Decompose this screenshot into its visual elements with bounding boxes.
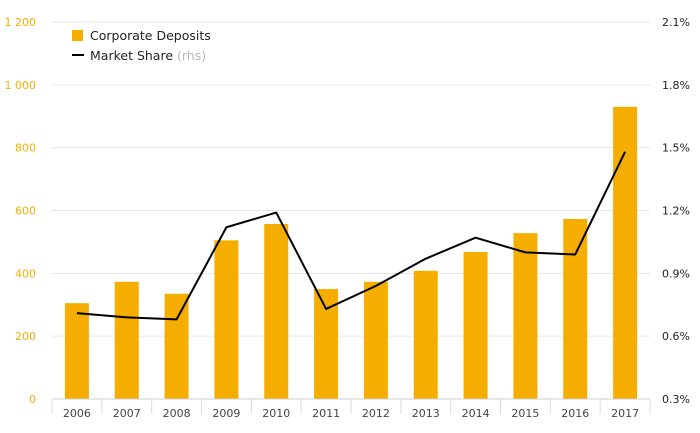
y-right-tick-label: 0.9%: [662, 267, 690, 280]
y-right-tick-label: 1.8%: [662, 79, 690, 92]
legend-swatch-corporate-deposits: [72, 30, 83, 41]
y-left-tick-label: 1 000: [5, 79, 37, 92]
y-left-tick-label: 0: [29, 393, 36, 406]
bar: [214, 240, 239, 399]
x-tick-label: 2008: [163, 407, 191, 420]
x-tick-label: 2012: [362, 407, 390, 420]
bar: [264, 224, 289, 399]
line-series: [76, 151, 626, 321]
gridlines: [52, 21, 650, 400]
bar: [164, 293, 189, 399]
y-right-tick-label: 1.5%: [662, 142, 690, 155]
y-left-tick-label: 400: [15, 267, 36, 280]
left-axis: 0 200 400 600 800 1 000 1 200: [5, 16, 37, 406]
bar: [363, 281, 388, 399]
x-tick-label: 2013: [412, 407, 440, 420]
y-left-tick-label: 800: [15, 142, 36, 155]
y-left-tick-label: 1 200: [5, 16, 37, 29]
x-tick-label: 2007: [113, 407, 141, 420]
y-right-tick-label: 2.1%: [662, 16, 690, 29]
legend-label-corporate-deposits: Corporate Deposits: [90, 28, 211, 43]
x-tick-label: 2015: [511, 407, 539, 420]
legend-label-market-share: Market Share (rhs): [90, 48, 206, 63]
x-tick-label: 2009: [212, 407, 240, 420]
bar: [613, 106, 638, 399]
x-tick-label: 2011: [312, 407, 340, 420]
bar: [64, 303, 89, 399]
x-axis: 2006 2007 2008 2009 2010 2011 2012 2013 2014 2015…: [51, 398, 651, 420]
market-share-line: [76, 151, 626, 321]
x-tick-label: 2010: [262, 407, 290, 420]
bar: [114, 281, 139, 399]
y-left-tick-label: 200: [15, 330, 36, 343]
bar: [413, 270, 438, 399]
legend: Corporate Deposits Market Share (rhs): [72, 28, 211, 63]
y-right-tick-label: 0.3%: [662, 393, 690, 406]
x-tick-label: 2006: [63, 407, 91, 420]
bar: [513, 233, 538, 399]
x-tick-label: 2017: [611, 407, 639, 420]
bar: [463, 251, 488, 399]
right-axis: 0.3% 0.6% 0.9% 1.2% 1.5% 1.8% 2.1%: [662, 16, 690, 406]
x-tick-label: 2016: [561, 407, 589, 420]
legend-label-rhs: (rhs): [177, 48, 206, 63]
x-tick-label: 2014: [462, 407, 490, 420]
y-right-tick-label: 0.6%: [662, 330, 690, 343]
y-left-tick-label: 600: [15, 205, 36, 218]
bar: [563, 218, 588, 399]
y-right-tick-label: 1.2%: [662, 205, 690, 218]
bar-series: [64, 106, 638, 399]
